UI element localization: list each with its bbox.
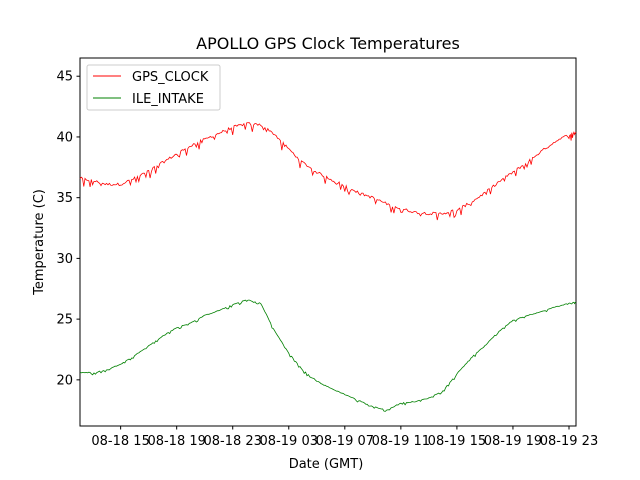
series-line-ile-intake <box>79 299 577 412</box>
x-tick-label: 08-19 11 <box>372 434 430 449</box>
legend-label-ile-intake: ILE_INTAKE <box>132 92 204 107</box>
y-tick-label: 35 <box>56 191 73 206</box>
plot-area <box>79 57 577 427</box>
x-axis-label: Date (GMT) <box>289 457 364 472</box>
x-tick-label: 08-19 23 <box>540 434 598 449</box>
y-axis-label: Temperature (C) <box>32 189 47 296</box>
y-tick-label: 25 <box>56 313 73 328</box>
x-tick-label: 08-19 03 <box>260 434 318 449</box>
plot-frame <box>79 57 577 427</box>
chart-title: APOLLO GPS Clock Temperatures <box>196 34 460 53</box>
legend: GPS_CLOCK ILE_INTAKE <box>86 64 221 111</box>
y-tick-label: 45 <box>56 70 73 85</box>
x-tick-label: 08-19 07 <box>316 434 374 449</box>
x-tick-label: 08-18 19 <box>147 434 205 449</box>
y-tick-label: 20 <box>56 373 73 388</box>
x-tick-label: 08-19 19 <box>484 434 542 449</box>
y-tick-label: 30 <box>56 252 73 267</box>
legend-label-gps-clock: GPS_CLOCK <box>132 70 209 85</box>
y-tick-label: 40 <box>56 130 73 145</box>
x-tick-label: 08-19 15 <box>428 434 486 449</box>
series-line-gps-clock <box>79 122 577 221</box>
y-axis: 20 25 30 35 40 45 <box>56 70 80 388</box>
x-tick-label: 08-18 15 <box>91 434 149 449</box>
x-tick-label: 08-18 23 <box>203 434 261 449</box>
